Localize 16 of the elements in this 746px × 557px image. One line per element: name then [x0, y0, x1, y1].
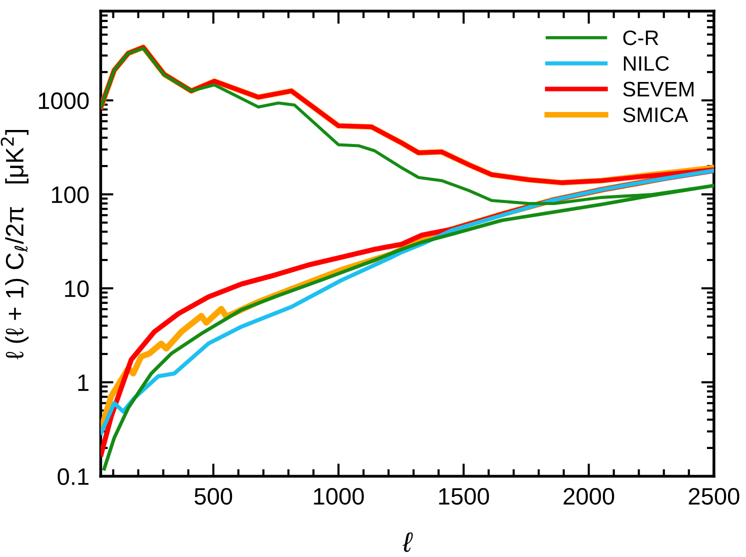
legend-label: SEVEM [623, 82, 694, 97]
legend-label: SMICA [623, 107, 688, 122]
y-axis-title: ℓ (ℓ + 1) C$_{ℓ}$/2π [μK$^{2}$] [0, 130, 28, 360]
x-tick-label: 1500 [439, 488, 489, 505]
y-tick-label: 1 [78, 374, 88, 391]
legend-label: C-R [623, 30, 658, 46]
x-tick-label: 500 [194, 488, 232, 505]
y-tick-label: 100 [52, 186, 89, 204]
x-axis-title: ℓ [402, 532, 413, 552]
y-tick-label: 0.1 [58, 468, 88, 486]
x-tick-label: 1000 [314, 488, 364, 505]
x-tick-label: 2500 [688, 488, 740, 505]
legend-label: NILC [624, 56, 669, 71]
x-tick-label: 2000 [564, 488, 614, 505]
y-tick-label: 10 [65, 280, 89, 298]
y-tick-label: 1000 [38, 92, 89, 110]
